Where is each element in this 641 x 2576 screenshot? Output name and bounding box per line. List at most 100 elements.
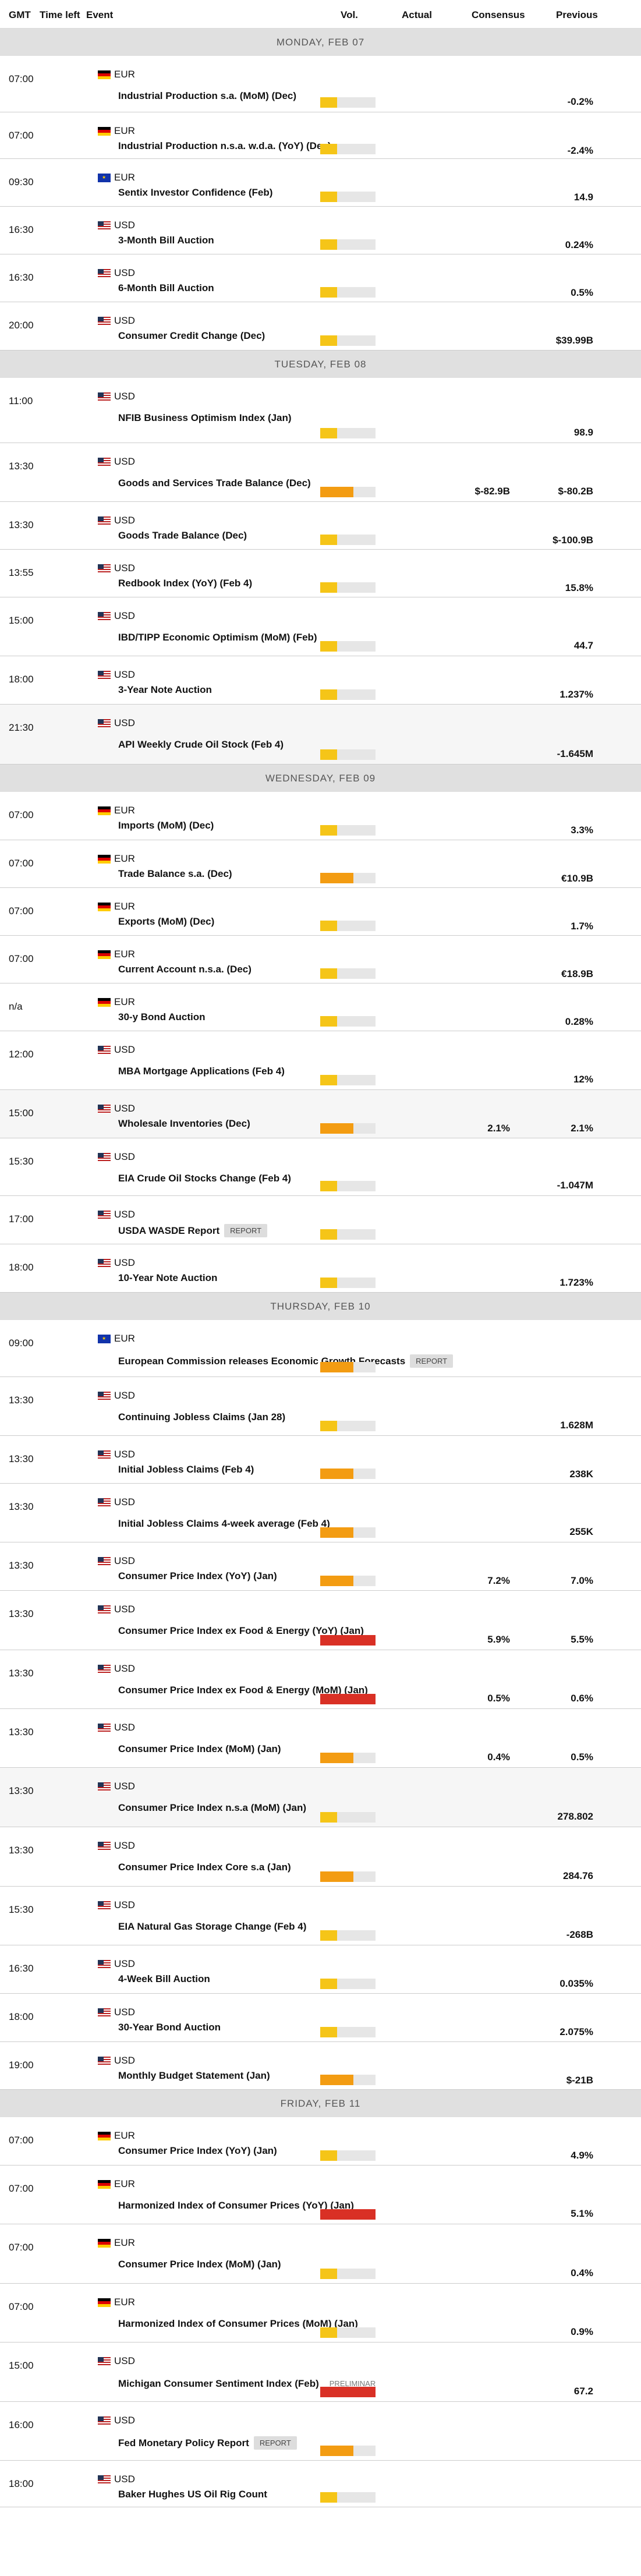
event-title[interactable]: Baker Hughes US Oil Rig Count — [118, 2489, 267, 2500]
event-name[interactable]: Wholesale Inventories (Dec) — [118, 1118, 250, 1130]
event-row[interactable]: 07:00 EUR Trade Balance s.a. (Dec) €10.9B — [0, 840, 641, 888]
event-row[interactable]: 07:00 EUR Current Account n.s.a. (Dec) €18.… — [0, 936, 641, 983]
event-name[interactable]: 10-Year Note Auction — [118, 1272, 217, 1284]
event-title[interactable]: Exports (MoM) (Dec) — [118, 916, 215, 927]
event-title[interactable]: USDA WASDE Report — [118, 1225, 220, 1236]
event-name[interactable]: Consumer Price Index Core s.a (Jan) — [118, 1862, 291, 1873]
event-title[interactable]: Initial Jobless Claims 4-week average (F… — [118, 1518, 330, 1529]
event-row[interactable]: 18:00 USD Baker Hughes US Oil Rig Count — [0, 2461, 641, 2507]
event-name[interactable]: Trade Balance s.a. (Dec) — [118, 868, 232, 880]
event-title[interactable]: 30-Year Bond Auction — [118, 2022, 221, 2033]
event-title[interactable]: Industrial Production s.a. (MoM) (Dec) — [118, 90, 297, 101]
event-title[interactable]: EIA Crude Oil Stocks Change (Feb 4) — [118, 1173, 291, 1184]
event-row[interactable]: 07:00 EUR Harmonized Index of Consumer Pri… — [0, 2165, 641, 2224]
event-name[interactable]: Current Account n.s.a. (Dec) — [118, 964, 252, 975]
event-title[interactable]: Consumer Price Index (MoM) (Jan) — [118, 1743, 281, 1754]
event-title[interactable]: Industrial Production n.s.a. w.d.a. (YoY… — [118, 140, 331, 151]
event-title[interactable]: Continuing Jobless Claims (Jan 28) — [118, 1411, 286, 1423]
event-title[interactable]: Trade Balance s.a. (Dec) — [118, 868, 232, 879]
event-name[interactable]: 6-Month Bill Auction — [118, 282, 214, 294]
event-name[interactable]: USDA WASDE Report REPORT — [118, 1224, 268, 1237]
event-row[interactable]: 18:00 USD 3-Year Note Auction 1.237% — [0, 656, 641, 705]
event-name[interactable]: Consumer Price Index ex Food & Energy (Y… — [118, 1625, 364, 1637]
event-row[interactable]: 07:00 EUR Industrial Production n.s.a. w.d… — [0, 112, 641, 159]
event-title[interactable]: Consumer Price Index Core s.a (Jan) — [118, 1862, 291, 1873]
event-title[interactable]: 3-Year Note Auction — [118, 684, 212, 695]
event-title[interactable]: Monthly Budget Statement (Jan) — [118, 2070, 270, 2081]
event-row[interactable]: 07:00 EUR Exports (MoM) (Dec) 1.7% — [0, 888, 641, 936]
event-name[interactable]: Consumer Price Index (YoY) (Jan) — [118, 2145, 277, 2157]
event-row[interactable]: 16:30 USD 4-Week Bill Auction 0.035% — [0, 1945, 641, 1994]
event-row[interactable]: 12:00 USD MBA Mortgage Applications (Feb 4… — [0, 1031, 641, 1090]
event-title[interactable]: Harmonized Index of Consumer Prices (YoY… — [118, 2200, 354, 2211]
event-title[interactable]: Imports (MoM) (Dec) — [118, 820, 214, 831]
event-title[interactable]: EIA Natural Gas Storage Change (Feb 4) — [118, 1921, 307, 1932]
event-row[interactable]: 13:30 USD Goods Trade Balance (Dec) $-100.9… — [0, 502, 641, 550]
event-row[interactable]: 11:00 USD NFIB Business Optimism Index (Ja… — [0, 378, 641, 443]
event-title[interactable]: Consumer Price Index ex Food & Energy (Y… — [118, 1625, 364, 1636]
event-row[interactable]: 17:00 USD USDA WASDE Report REPORT — [0, 1196, 641, 1244]
event-row[interactable]: 07:00 EUR Industrial Production s.a. (MoM)… — [0, 56, 641, 112]
event-row[interactable]: n/a EUR 30-y Bond Auction 0.28% — [0, 983, 641, 1031]
event-title[interactable]: MBA Mortgage Applications (Feb 4) — [118, 1066, 285, 1077]
event-row[interactable]: 13:30 USD Consumer Price Index ex Food & E… — [0, 1591, 641, 1650]
event-row[interactable]: 13:55 USD Redbook Index (YoY) (Feb 4) 15.8% — [0, 550, 641, 597]
event-name[interactable]: Baker Hughes US Oil Rig Count — [118, 2489, 267, 2500]
event-title[interactable]: Michigan Consumer Sentiment Index (Feb) — [118, 2377, 319, 2389]
event-row[interactable]: 16:30 USD 3-Month Bill Auction 0.24% — [0, 207, 641, 254]
event-title[interactable]: Current Account n.s.a. (Dec) — [118, 964, 252, 975]
event-title[interactable]: Wholesale Inventories (Dec) — [118, 1118, 250, 1129]
event-row[interactable]: 16:30 USD 6-Month Bill Auction 0.5% — [0, 254, 641, 302]
event-name[interactable]: Industrial Production n.s.a. w.d.a. (YoY… — [118, 140, 331, 152]
event-row[interactable]: 18:00 USD 30-Year Bond Auction 2.075% — [0, 1994, 641, 2042]
event-name[interactable]: Fed Monetary Policy Report REPORT — [118, 2436, 297, 2450]
event-row[interactable]: 13:30 USD Consumer Price Index (YoY) (Jan)… — [0, 1542, 641, 1591]
event-row[interactable]: 18:00 USD 10-Year Note Auction 1.723% — [0, 1244, 641, 1293]
event-name[interactable]: Goods Trade Balance (Dec) — [118, 530, 247, 542]
event-row[interactable]: 15:30 USD EIA Crude Oil Stocks Change (Feb… — [0, 1138, 641, 1196]
event-title[interactable]: Goods Trade Balance (Dec) — [118, 530, 247, 541]
event-row[interactable]: 20:00 USD Consumer Credit Change (Dec) $39.… — [0, 302, 641, 351]
event-title[interactable]: Consumer Price Index n.s.a (MoM) (Jan) — [118, 1802, 307, 1813]
event-title[interactable]: Harmonized Index of Consumer Prices (MoM… — [118, 2318, 358, 2329]
event-name[interactable]: Redbook Index (YoY) (Feb 4) — [118, 578, 252, 589]
event-name[interactable]: 3-Year Note Auction — [118, 684, 212, 696]
event-row[interactable]: 15:00 USD Wholesale Inventories (Dec) 2.1% 2… — [0, 1090, 641, 1138]
event-name[interactable]: EIA Natural Gas Storage Change (Feb 4) — [118, 1921, 306, 1933]
event-row[interactable]: 13:30 USD Initial Jobless Claims 4-week av… — [0, 1484, 641, 1542]
event-row[interactable]: 13:30 USD Goods and Services Trade Balance… — [0, 443, 641, 502]
event-name[interactable]: Consumer Price Index (MoM) (Jan) — [118, 2259, 281, 2270]
report-badge[interactable]: REPORT — [224, 1224, 268, 1237]
event-name[interactable]: IBD/TIPP Economic Optimism (MoM) (Feb) — [118, 632, 317, 643]
event-name[interactable]: Consumer Price Index (YoY) (Jan) — [118, 1570, 277, 1582]
event-name[interactable]: Imports (MoM) (Dec) — [118, 820, 214, 831]
event-row[interactable]: 13:30 USD Initial Jobless Claims (Feb 4) 23… — [0, 1436, 641, 1484]
event-title[interactable]: Initial Jobless Claims (Feb 4) — [118, 1464, 254, 1475]
event-name[interactable]: API Weekly Crude Oil Stock (Feb 4) — [118, 739, 284, 751]
event-name[interactable]: Sentix Investor Confidence (Feb) — [118, 187, 272, 199]
event-row[interactable]: 09:00 EUR European Commission releases Eco… — [0, 1320, 641, 1377]
event-name[interactable]: Continuing Jobless Claims (Jan 28) — [118, 1411, 285, 1423]
event-title[interactable]: Consumer Price Index (YoY) (Jan) — [118, 2145, 277, 2156]
event-name[interactable]: MBA Mortgage Applications (Feb 4) — [118, 1066, 285, 1077]
event-title[interactable]: Sentix Investor Confidence (Feb) — [118, 187, 273, 198]
event-row[interactable]: 16:00 USD Fed Monetary Policy Report REPORT — [0, 2402, 641, 2461]
event-name[interactable]: Monthly Budget Statement (Jan) — [118, 2070, 270, 2082]
event-name[interactable]: European Commission releases Economic Gr… — [118, 1354, 454, 1368]
event-row[interactable]: 09:30 EUR Sentix Investor Confidence (Feb)… — [0, 159, 641, 207]
event-row[interactable]: 15:00 USD IBD/TIPP Economic Optimism (MoM)… — [0, 597, 641, 656]
event-name[interactable]: Consumer Price Index ex Food & Energy (M… — [118, 1685, 368, 1696]
event-row[interactable]: 07:00 EUR Consumer Price Index (MoM) (Jan)… — [0, 2224, 641, 2284]
event-title[interactable]: Consumer Price Index (MoM) (Jan) — [118, 2259, 281, 2270]
event-title[interactable]: API Weekly Crude Oil Stock (Feb 4) — [118, 739, 284, 750]
event-name[interactable]: 30-y Bond Auction — [118, 1011, 206, 1023]
event-title[interactable]: Goods and Services Trade Balance (Dec) — [118, 477, 311, 489]
event-row[interactable]: 13:30 USD Consumer Price Index n.s.a (MoM)… — [0, 1768, 641, 1827]
event-title[interactable]: Consumer Credit Change (Dec) — [118, 330, 265, 341]
event-name[interactable]: Exports (MoM) (Dec) — [118, 916, 214, 928]
event-name[interactable]: Initial Jobless Claims (Feb 4) — [118, 1464, 254, 1475]
event-name[interactable]: EIA Crude Oil Stocks Change (Feb 4) — [118, 1173, 291, 1184]
event-title[interactable]: 4-Week Bill Auction — [118, 1973, 210, 1984]
event-title[interactable]: Redbook Index (YoY) (Feb 4) — [118, 578, 253, 589]
event-name[interactable]: Goods and Services Trade Balance (Dec) — [118, 477, 311, 489]
